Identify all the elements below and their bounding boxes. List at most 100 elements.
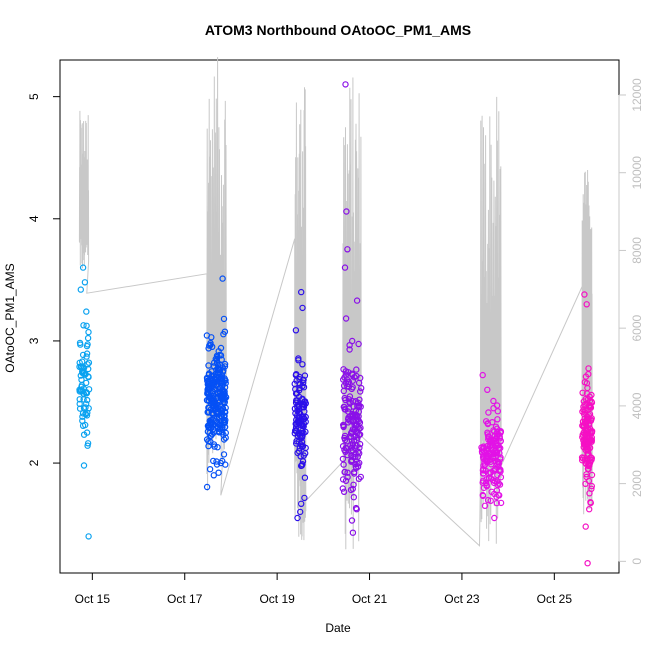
data-point xyxy=(348,452,355,459)
data-point xyxy=(83,322,90,329)
data-point xyxy=(213,461,221,468)
data-point xyxy=(495,491,502,499)
data-point xyxy=(298,413,306,420)
data-point xyxy=(353,366,360,373)
data-point xyxy=(352,453,359,460)
data-point xyxy=(346,346,353,353)
secondary-axis-series xyxy=(78,57,593,550)
data-point xyxy=(356,440,364,448)
data-point xyxy=(83,396,91,404)
data-point xyxy=(220,331,227,338)
data-point xyxy=(205,381,212,388)
x-tick-label: Oct 25 xyxy=(537,592,573,606)
data-point xyxy=(219,364,226,371)
data-point xyxy=(300,384,308,391)
data-point xyxy=(207,421,214,428)
data-point-outlier xyxy=(342,81,349,88)
data-point xyxy=(211,427,219,434)
scatter-points xyxy=(76,81,596,567)
data-point xyxy=(340,387,347,395)
y2-tick-label: 0 xyxy=(630,558,644,565)
data-point xyxy=(78,382,86,389)
data-point xyxy=(352,414,359,421)
data-point xyxy=(297,453,304,460)
data-point xyxy=(76,396,83,403)
data-point xyxy=(585,412,593,419)
data-point xyxy=(210,359,218,366)
data-point xyxy=(215,371,222,378)
data-point xyxy=(211,400,219,407)
data-point xyxy=(84,365,92,373)
data-point xyxy=(339,455,347,463)
x-tick-label: Oct 23 xyxy=(444,592,480,606)
data-point xyxy=(584,446,591,454)
data-point xyxy=(84,334,92,342)
data-point xyxy=(300,379,307,386)
data-point xyxy=(497,499,505,507)
data-point xyxy=(79,351,87,359)
data-point-outlier xyxy=(481,502,489,509)
data-point xyxy=(222,434,229,441)
data-point-outlier xyxy=(348,517,356,524)
data-point xyxy=(346,413,354,420)
y2-tick-label: 8000 xyxy=(630,237,644,264)
data-point xyxy=(205,408,213,416)
secondary-y-axis: 0 2000 4000 6000 8000 10000 12000 xyxy=(618,78,644,565)
data-point-outlier xyxy=(491,514,498,522)
data-point-outlier xyxy=(83,308,90,315)
data-point xyxy=(485,409,492,416)
data-point xyxy=(292,424,300,431)
data-point xyxy=(77,363,85,370)
x-axis-label: Date xyxy=(325,621,351,635)
data-point xyxy=(480,466,487,473)
data-point xyxy=(206,404,213,412)
data-point xyxy=(83,353,90,360)
data-point xyxy=(487,458,494,465)
data-point-outlier xyxy=(341,264,349,271)
data-point xyxy=(497,454,504,461)
data-point xyxy=(343,445,350,452)
data-point xyxy=(343,438,351,445)
data-point xyxy=(483,418,490,425)
data-point xyxy=(586,490,593,497)
data-point xyxy=(84,409,91,416)
y2-tick-label: 4000 xyxy=(630,392,644,419)
data-point xyxy=(487,497,494,504)
data-point xyxy=(299,422,307,429)
data-point xyxy=(217,344,225,352)
data-point xyxy=(298,430,305,437)
data-point xyxy=(586,397,594,405)
data-point-outlier xyxy=(587,499,594,506)
y-tick-label: 5 xyxy=(27,93,41,100)
data-point xyxy=(80,385,87,392)
data-point xyxy=(355,475,363,482)
data-point xyxy=(583,473,590,481)
data-point xyxy=(204,385,212,392)
data-point xyxy=(83,412,91,419)
data-point xyxy=(485,474,493,482)
data-point xyxy=(493,499,500,507)
y-tick-label: 3 xyxy=(27,337,41,344)
x-tick-label: Oct 15 xyxy=(75,592,111,606)
x-tick-label: Oct 17 xyxy=(167,592,203,606)
data-point-outlier xyxy=(79,264,87,271)
data-point xyxy=(301,398,309,405)
data-point xyxy=(585,420,593,427)
data-point xyxy=(341,468,348,476)
data-point xyxy=(582,373,590,380)
data-point xyxy=(353,417,360,425)
data-point xyxy=(342,315,350,322)
data-point xyxy=(355,403,362,411)
data-point xyxy=(339,485,346,492)
data-point xyxy=(345,396,352,403)
data-point xyxy=(357,388,364,395)
data-point-outlier xyxy=(582,523,589,530)
data-point xyxy=(220,420,227,427)
data-point-outlier xyxy=(349,529,357,536)
data-point xyxy=(350,481,357,488)
data-point xyxy=(585,456,592,464)
data-point xyxy=(207,340,214,347)
data-point-outlier xyxy=(583,301,590,308)
data-point-outlier xyxy=(347,486,355,494)
data-point-outlier xyxy=(81,279,89,286)
